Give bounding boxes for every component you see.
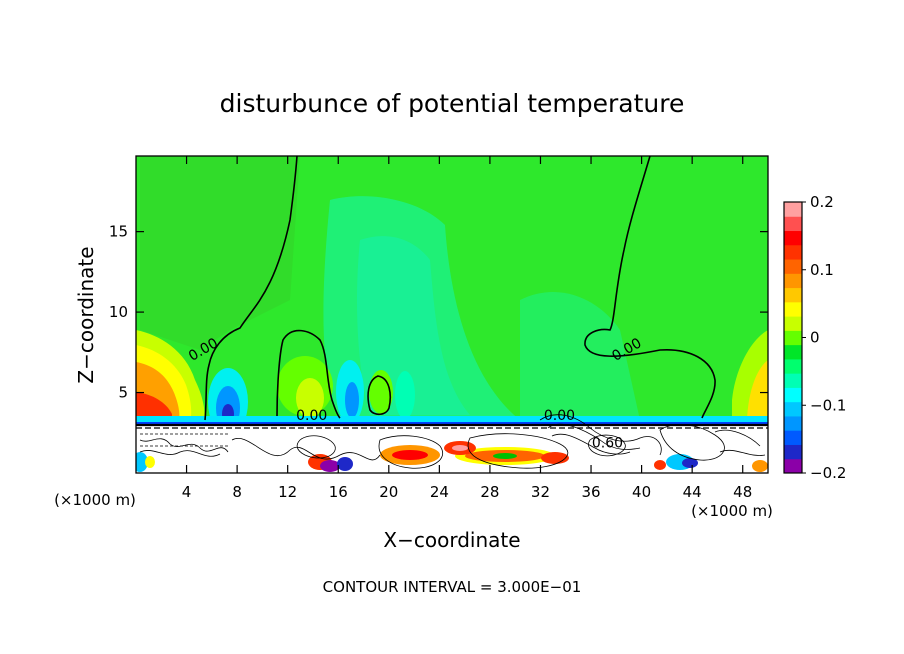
- colorbar: 0.2 0.1 0 −0.1 −0.2: [783, 193, 846, 482]
- x-tick-label: 8: [232, 483, 242, 501]
- contour-zero-bump14: [276, 329, 341, 419]
- contour-label: 0.00: [296, 408, 327, 424]
- colorbar-swatch: [784, 344, 802, 360]
- x-tick-label: 44: [683, 483, 702, 501]
- surface-blue-band: [136, 422, 768, 425]
- y-tick-label: 15: [109, 223, 128, 241]
- colorbar-swatch: [784, 301, 802, 317]
- x-tick-label: 28: [480, 483, 499, 501]
- cold-cell-x17-inner: [345, 382, 359, 418]
- colorbar-swatch: [784, 458, 802, 474]
- lower-contours: [139, 414, 766, 469]
- plot-frame: [135, 155, 769, 474]
- y-tick-label: 5: [118, 384, 128, 402]
- y-axis-label: Z−coordinate: [74, 246, 98, 383]
- warm-cell-x14-inner: [296, 378, 324, 418]
- x-tick-label: 12: [278, 483, 297, 501]
- x-tick-label: 20: [379, 483, 398, 501]
- colorbar-swatch: [784, 287, 802, 303]
- contour-zero-right: [584, 156, 716, 419]
- colorbar-swatch: [784, 202, 802, 217]
- colorbar-swatch: [784, 216, 802, 232]
- contour-zero-left: [204, 156, 298, 421]
- contour-label: 0.00: [544, 408, 575, 424]
- colorbar-swatch: [784, 430, 802, 445]
- cold-cell-x21: [395, 371, 415, 419]
- x-tick-label: 32: [531, 483, 550, 501]
- colorbar-swatch: [784, 230, 802, 246]
- surface-cyan-band: [136, 416, 768, 424]
- colorbar-swatch: [784, 273, 802, 289]
- colorbar-swatch: [784, 330, 802, 346]
- chart-title: disturbunce of potential temperature: [220, 89, 685, 118]
- contour-zero-cell19: [367, 375, 392, 416]
- plot-area: 0.000.00 0.000.000.60 4 8 12 16 20 24 28 32 36 40 4…: [109, 155, 769, 501]
- field-blobs: [136, 156, 768, 473]
- x-unit-left: (×1000 m): [54, 491, 136, 509]
- colorbar-swatch: [784, 244, 802, 260]
- colorbar-swatch: [784, 387, 802, 403]
- contour-interval-note: CONTOUR INTERVAL = 3.000E−01: [323, 578, 582, 596]
- colorbar-swatch: [784, 373, 802, 388]
- x-tick-label: 40: [632, 483, 651, 501]
- colorbar-swatch: [784, 415, 802, 431]
- colorbar-tick-label: −0.1: [810, 396, 846, 414]
- warm-right-inner: [747, 360, 768, 422]
- region-left-upper: [140, 156, 300, 350]
- x-tick-label: 36: [581, 483, 600, 501]
- warm-left-core: [136, 392, 172, 422]
- lower-layer-blobs: [136, 441, 768, 472]
- colorbar-swatch: [784, 401, 802, 417]
- x-tick-label: 24: [430, 483, 449, 501]
- plume-center-core: [357, 236, 470, 415]
- x-tick-label: 4: [182, 483, 192, 501]
- colorbar-swatch: [784, 316, 802, 331]
- contour-label: 0.60: [592, 435, 623, 451]
- x-unit-right: (×1000 m): [691, 502, 773, 520]
- x-ticks: 4 8 12 16 20 24 28 32 36 40 44 48: [182, 156, 752, 501]
- colorbar-tick-label: 0.2: [810, 193, 834, 211]
- y-ticks: 5 10 15: [109, 223, 768, 402]
- colorbar-swatch: [784, 444, 802, 460]
- x-tick-label: 16: [329, 483, 348, 501]
- region-right-mid: [520, 291, 640, 420]
- x-tick-label: 48: [733, 483, 752, 501]
- colorbar-tick-label: 0.1: [810, 261, 834, 279]
- colorbar-tick-label: 0: [810, 329, 820, 347]
- colorbar-swatch: [784, 259, 802, 274]
- x-axis-label: X−coordinate: [383, 528, 520, 552]
- colorbar-swatch: [784, 358, 802, 374]
- colorbar-tick-label: −0.2: [810, 464, 846, 482]
- y-tick-label: 10: [109, 303, 128, 321]
